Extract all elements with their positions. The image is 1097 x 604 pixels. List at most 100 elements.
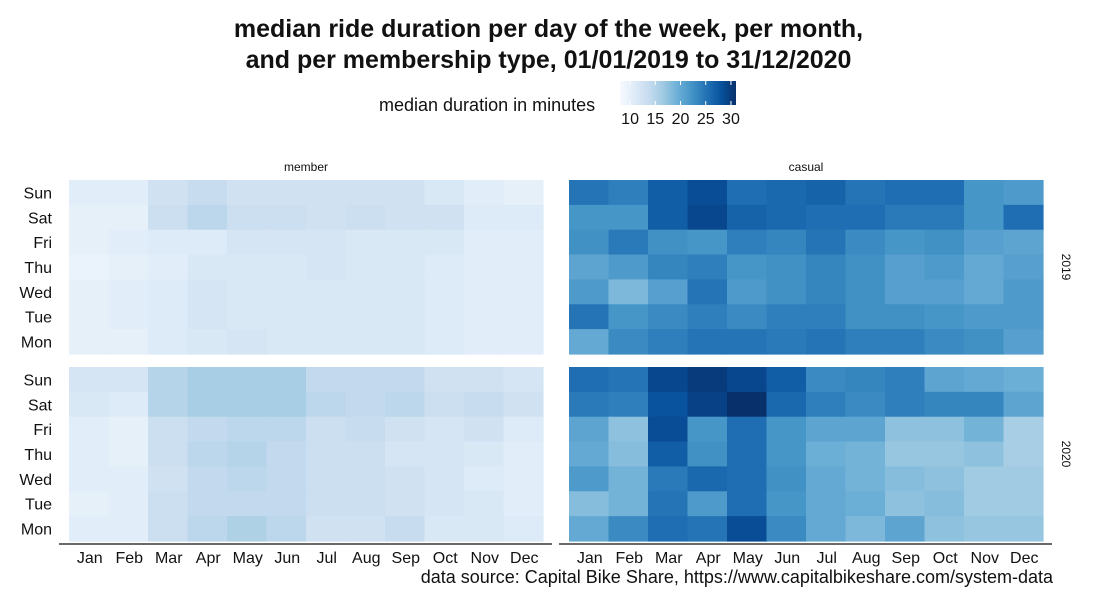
heatmap-cell [108, 367, 149, 393]
heatmap-cell [385, 204, 426, 231]
heatmap-cell [687, 304, 728, 330]
heatmap-cell [845, 416, 886, 443]
heatmap-cell [924, 204, 965, 231]
heatmap-cell [806, 254, 847, 281]
heatmap-cell [108, 466, 149, 492]
heatmap-cell [306, 391, 347, 418]
legend-tick-label: 30 [722, 111, 740, 128]
x-tick-label: Jan [77, 550, 103, 567]
chart-title-line-1: median ride duration per day of the week… [233, 15, 864, 43]
heatmap-cell [648, 441, 689, 468]
heatmap-cell [608, 304, 649, 330]
heatmap-cell [648, 416, 689, 443]
heatmap-cell [266, 329, 307, 355]
heatmap-cell [1003, 254, 1044, 281]
heatmap-cell [845, 204, 886, 231]
heatmap-cell [148, 304, 189, 330]
heatmap-cell [424, 466, 465, 492]
heatmap-cell [108, 391, 149, 418]
heatmap-cell [845, 279, 886, 305]
heatmap-cell [345, 279, 386, 305]
heatmap-cell [766, 516, 807, 542]
heatmap-cell [806, 391, 847, 418]
heatmap-cell [227, 204, 268, 231]
heatmap-cell [1003, 180, 1044, 206]
heatmap-cell [1003, 367, 1044, 393]
heatmap-cell [108, 279, 149, 305]
heatmap-cell [885, 416, 926, 443]
heatmap-cell [964, 367, 1005, 393]
chart-title-line-2: and per membership type, 01/01/2019 to 3… [245, 46, 852, 74]
heatmap-cell [1003, 441, 1044, 468]
heatmap-cell [608, 229, 649, 256]
heatmap-cell [1003, 516, 1044, 542]
heatmap-cell [924, 329, 965, 355]
legend-ticks: 10 15 20 25 30 [612, 111, 752, 131]
heatmap-cell [608, 416, 649, 443]
heatmap-cell [687, 441, 728, 468]
heatmap-cell [108, 204, 149, 231]
heatmap-cell [464, 204, 505, 231]
heatmap-cell [503, 329, 544, 355]
heatmap-cell [464, 279, 505, 305]
heatmap-cell [266, 254, 307, 281]
heatmap-cell [964, 279, 1005, 305]
heatmap-cell [148, 254, 189, 281]
heatmap-cell [766, 254, 807, 281]
x-tick-label: Apr [196, 550, 222, 567]
x-tick-label: Jul [317, 550, 337, 567]
chart-title: median ride duration per day of the week… [0, 14, 1097, 76]
heatmap-cell [424, 491, 465, 517]
heatmap-cell [306, 367, 347, 393]
heatmap-cell [806, 416, 847, 443]
heatmap-cell [306, 466, 347, 492]
heatmap-cell [464, 466, 505, 492]
heatmap-cell [69, 491, 110, 517]
heatmap-cell [885, 254, 926, 281]
heatmap-cell [924, 491, 965, 517]
heatmap-cell [845, 491, 886, 517]
x-tick-label: Dec [510, 550, 538, 567]
heatmap-cell [727, 416, 768, 443]
heatmap-cell [924, 229, 965, 256]
heatmap-cell [503, 491, 544, 517]
heatmap-cell [227, 329, 268, 355]
heatmap-cell [345, 466, 386, 492]
heatmap-cell [227, 279, 268, 305]
heatmap-cell [69, 391, 110, 418]
heatmap-cell [345, 441, 386, 468]
heatmap-cell [727, 304, 768, 330]
heatmap-cell [569, 329, 610, 355]
heatmap-cell [227, 391, 268, 418]
heatmap-cell [845, 254, 886, 281]
heatmap-cell [464, 229, 505, 256]
heatmap-cell [608, 279, 649, 305]
heatmap-cell [648, 329, 689, 355]
heatmap-cell [306, 441, 347, 468]
heatmap-cell [569, 254, 610, 281]
heatmap-cell [345, 204, 386, 231]
heatmap-cell [69, 229, 110, 256]
heatmap-cell [148, 441, 189, 468]
heatmap-cell [687, 254, 728, 281]
heatmap-cell [885, 229, 926, 256]
heatmap-cell [569, 516, 610, 542]
y-tick-label: Wed [19, 472, 52, 489]
heatmap-cell [1003, 279, 1044, 305]
heatmap-cell [766, 416, 807, 443]
heatmap-cell [464, 329, 505, 355]
heatmap-cell [648, 304, 689, 330]
heatmap-cell [266, 466, 307, 492]
heatmap-cell [964, 304, 1005, 330]
heatmap-cell [924, 466, 965, 492]
heatmap-cell [727, 229, 768, 256]
heatmap-cell [503, 180, 544, 206]
heatmap-cell [648, 466, 689, 492]
heatmap-cell [569, 367, 610, 393]
heatmap-cell [569, 441, 610, 468]
heatmap-cell [424, 367, 465, 393]
heatmap-cell [1003, 304, 1044, 330]
facet-row-label: 2020 [1059, 441, 1073, 468]
heatmap-cell [266, 279, 307, 305]
